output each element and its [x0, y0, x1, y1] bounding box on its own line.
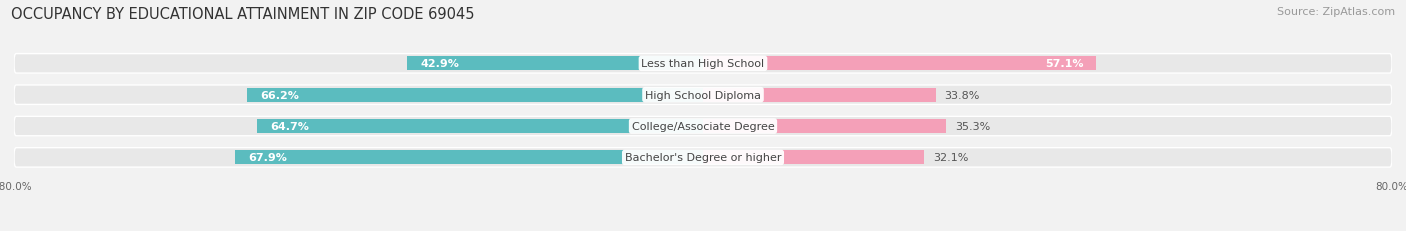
FancyBboxPatch shape	[14, 148, 1392, 167]
Bar	[235, 151, 703, 165]
Text: Source: ZipAtlas.com: Source: ZipAtlas.com	[1277, 7, 1395, 17]
Text: 42.9%: 42.9%	[420, 59, 460, 69]
Text: 57.1%: 57.1%	[1045, 59, 1084, 69]
Text: College/Associate Degree: College/Associate Degree	[631, 122, 775, 131]
Text: Less than High School: Less than High School	[641, 59, 765, 69]
Text: 33.8%: 33.8%	[945, 90, 980, 100]
Text: OCCUPANCY BY EDUCATIONAL ATTAINMENT IN ZIP CODE 69045: OCCUPANCY BY EDUCATIONAL ATTAINMENT IN Z…	[11, 7, 475, 22]
Bar	[247, 88, 703, 102]
FancyBboxPatch shape	[14, 86, 1392, 105]
Bar	[703, 119, 946, 134]
Text: 32.1%: 32.1%	[932, 153, 969, 163]
FancyBboxPatch shape	[14, 54, 1392, 74]
Text: High School Diploma: High School Diploma	[645, 90, 761, 100]
Bar	[257, 119, 703, 134]
Bar	[408, 57, 703, 71]
Bar	[703, 88, 936, 102]
FancyBboxPatch shape	[14, 117, 1392, 136]
Text: 67.9%: 67.9%	[247, 153, 287, 163]
Text: Bachelor's Degree or higher: Bachelor's Degree or higher	[624, 153, 782, 163]
Bar	[703, 57, 1097, 71]
Text: 64.7%: 64.7%	[270, 122, 309, 131]
Text: 66.2%: 66.2%	[260, 90, 298, 100]
Text: 35.3%: 35.3%	[955, 122, 990, 131]
Bar	[703, 151, 924, 165]
